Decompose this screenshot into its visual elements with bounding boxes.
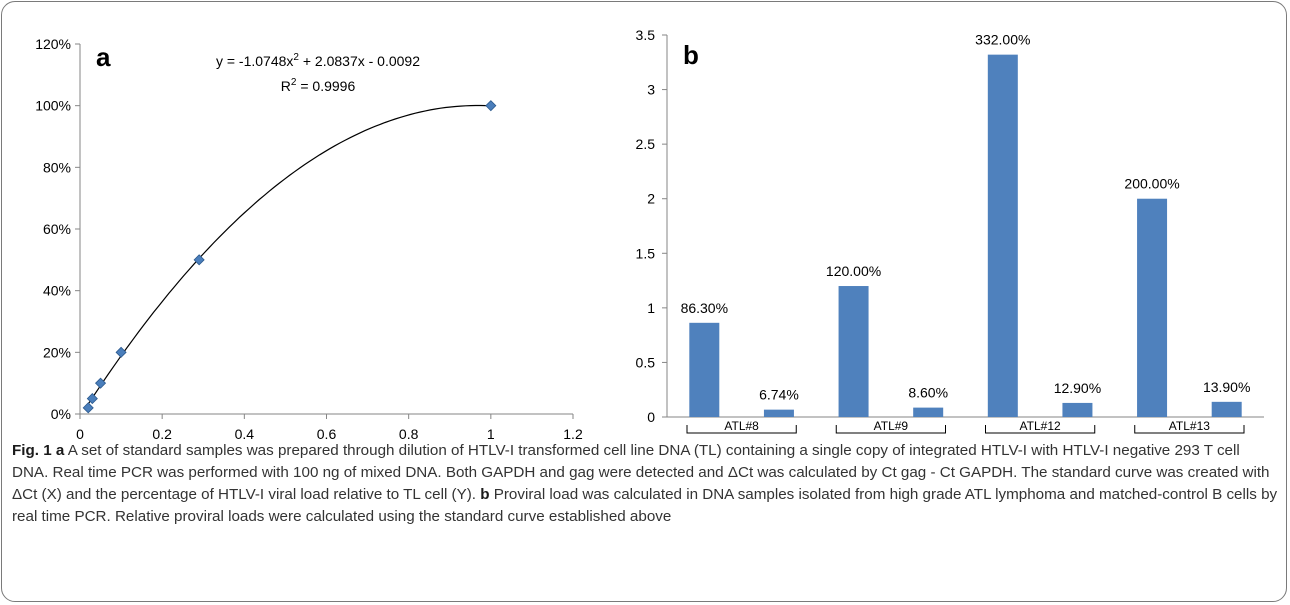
y-tick-label: 120% [35, 36, 71, 52]
bar-data-label: 8.60% [908, 385, 948, 401]
equation-rest: + 2.0837x - 0.0092 [299, 53, 420, 69]
caption-fig-label: Fig. 1 [12, 442, 52, 459]
group-label: ATL#9 [874, 419, 909, 433]
r-squared-main: R [281, 78, 291, 94]
bar [913, 407, 944, 417]
bar [838, 286, 869, 417]
x-tick-label: 1 [487, 426, 495, 440]
bar [689, 322, 720, 417]
y-tick-label: 80% [43, 159, 71, 175]
r-squared-rest: = 0.9996 [296, 78, 355, 94]
y-tick-label: 1 [647, 300, 655, 316]
bar-data-label: 86.30% [681, 300, 728, 316]
bar [987, 54, 1018, 417]
group-label: ATL#8 [724, 419, 759, 433]
bar [1211, 401, 1242, 417]
x-tick-label: 0.4 [235, 426, 255, 440]
data-point-marker [485, 100, 497, 112]
caption-panel-b-label: b [480, 486, 490, 503]
bar-data-label: 13.90% [1203, 379, 1250, 395]
y-tick-label: 100% [35, 98, 71, 114]
bar-data-label: 12.90% [1054, 380, 1101, 396]
bar [1062, 402, 1093, 417]
x-tick-label: 0.2 [152, 426, 172, 440]
y-tick-label: 3.5 [636, 27, 656, 43]
figure-caption: Fig. 1 a A set of standard samples was p… [12, 440, 1278, 528]
caption-text-a: A set of standard samples was prepared t… [12, 442, 1270, 503]
chart-a: 0% 20% 40% 60% 80% 100% 120% 0 0.2 0.4 0.6 0.8 1 1.2 a… [35, 36, 583, 440]
panel-label-b: b [683, 40, 699, 70]
y-tick-label: 0 [647, 409, 655, 425]
data-point-marker [82, 402, 94, 414]
y-tick-label: 20% [43, 344, 71, 360]
x-tick-label: 0.8 [399, 426, 419, 440]
y-tick-label: 2.5 [636, 136, 656, 152]
data-point-marker [86, 393, 98, 405]
y-tick-label: 3 [647, 82, 655, 98]
caption-panel-a-label: a [55, 442, 65, 459]
panel-label-a: a [96, 42, 111, 72]
y-tick-label: 40% [43, 283, 71, 299]
caption-text-b: Proviral load was calculated in DNA samp… [12, 486, 1278, 525]
data-point-marker [115, 346, 127, 358]
y-tick-label: 0.5 [636, 354, 656, 370]
r-squared-label: R2 = 0.9996 [281, 77, 356, 94]
bar [1137, 198, 1168, 417]
equation-main: y = -1.0748x [216, 53, 293, 69]
trendline-equation: y = -1.0748x2 + 2.0837x - 0.0092 [216, 52, 420, 69]
group-bracket [1134, 425, 1245, 434]
data-point-marker [94, 377, 107, 389]
group-bracket [835, 425, 946, 434]
y-tick-label: 1.5 [636, 245, 656, 261]
y-tick-label: 0% [51, 406, 71, 422]
y-tick-label: 2 [647, 191, 655, 207]
group-label: ATL#13 [1169, 419, 1210, 433]
y-tick-label: 60% [43, 221, 71, 237]
x-tick-label: 0.6 [317, 426, 337, 440]
bar-data-label: 332.00% [975, 32, 1030, 48]
equation-exponent: 2 [293, 52, 299, 63]
r-squared-exponent: 2 [291, 77, 297, 88]
chart-b: 0 0.5 1 1.5 2 2.5 3 3.5 86.30% 6.74% 120.00% 8.60% 3… [636, 27, 1264, 434]
trendline-curve [87, 104, 491, 405]
bar-data-label: 120.00% [826, 263, 881, 279]
bar-data-label: 6.74% [759, 387, 799, 403]
bar-data-label: 200.00% [1124, 176, 1179, 192]
bar [763, 409, 794, 417]
x-tick-label: 0 [76, 426, 84, 440]
x-tick-label: 1.2 [563, 426, 583, 440]
group-label: ATL#12 [1020, 419, 1061, 433]
group-bracket [985, 425, 1096, 434]
group-bracket [686, 425, 797, 434]
figure-charts: 0% 20% 40% 60% 80% 100% 120% 0 0.2 0.4 0.6 0.8 1 1.2 a… [35, 27, 1264, 440]
data-point-marker [193, 254, 205, 266]
